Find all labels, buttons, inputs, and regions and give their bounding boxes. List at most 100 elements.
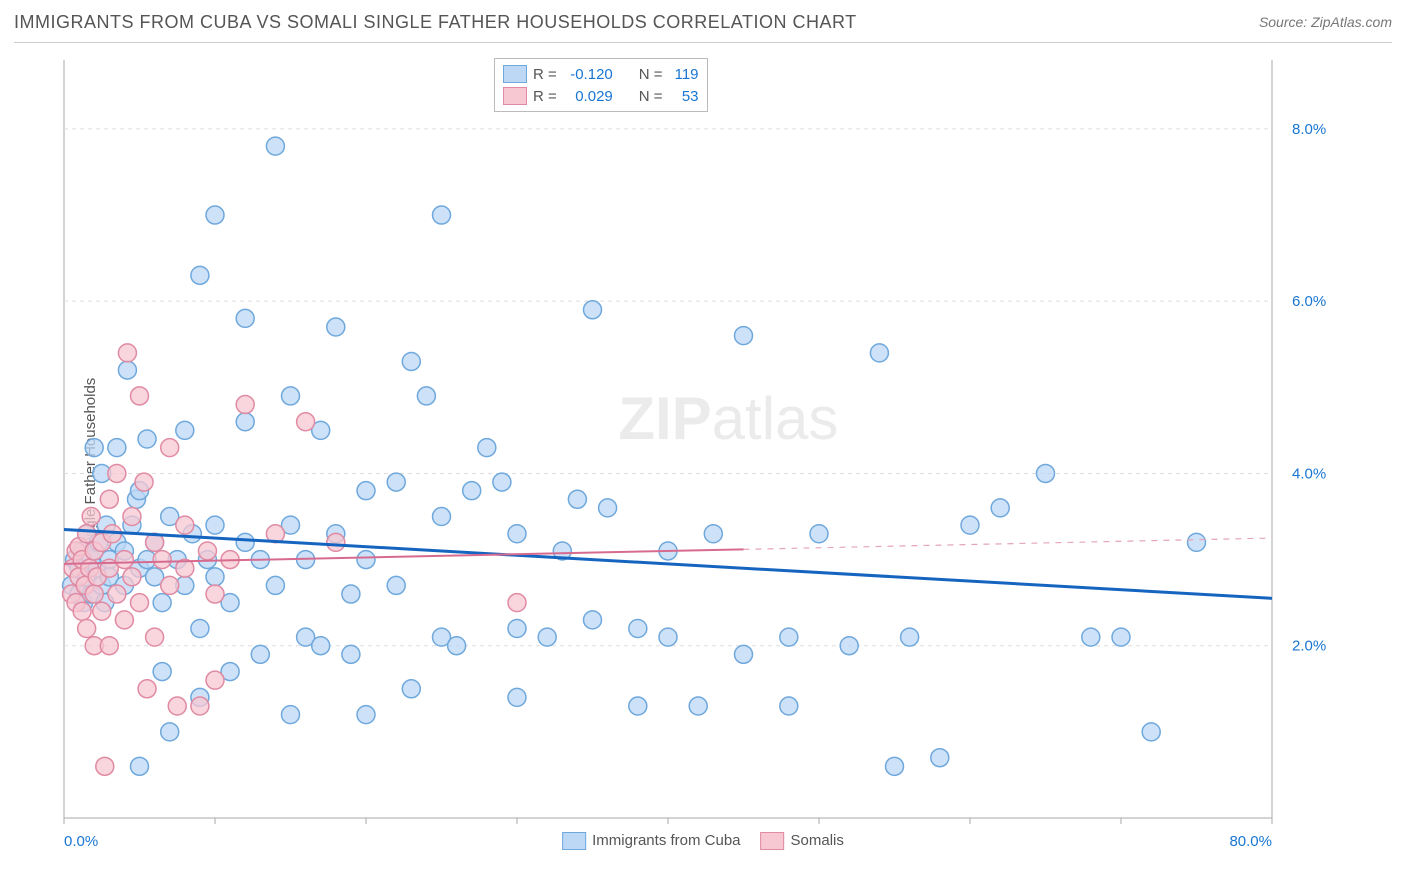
data-point [508, 620, 526, 638]
data-point [146, 628, 164, 646]
data-point [735, 327, 753, 345]
legend-swatch [503, 65, 527, 83]
data-point [357, 482, 375, 500]
data-point [206, 568, 224, 586]
data-point [115, 551, 133, 569]
data-point [1142, 723, 1160, 741]
data-point [433, 508, 451, 526]
data-point [387, 473, 405, 491]
data-point [131, 757, 149, 775]
data-point [93, 602, 111, 620]
data-point [191, 697, 209, 715]
x-tick-label: 80.0% [1229, 833, 1272, 850]
data-point [538, 628, 556, 646]
legend-item: Somalis [761, 832, 844, 850]
data-point [342, 645, 360, 663]
data-point [810, 525, 828, 543]
legend-series: Immigrants from Cuba Somalis [562, 832, 844, 850]
data-point [153, 551, 171, 569]
data-point [118, 344, 136, 362]
data-point [387, 576, 405, 594]
data-point [584, 301, 602, 319]
y-tick-label: 6.0% [1292, 293, 1326, 310]
y-tick-label: 4.0% [1292, 465, 1326, 482]
data-point [251, 645, 269, 663]
data-point [161, 439, 179, 457]
data-point [327, 318, 345, 336]
legend-swatch [562, 832, 586, 850]
data-point [135, 473, 153, 491]
data-point [886, 757, 904, 775]
data-point [780, 628, 798, 646]
x-tick-label: 0.0% [64, 833, 98, 850]
data-point [493, 473, 511, 491]
legend-series-name: Somalis [791, 832, 844, 849]
data-point [108, 439, 126, 457]
data-point [123, 568, 141, 586]
data-point [176, 516, 194, 534]
data-point [161, 723, 179, 741]
legend-r-value: 0.029 [563, 88, 613, 105]
data-point [1037, 464, 1055, 482]
data-point [131, 594, 149, 612]
data-point [1112, 628, 1130, 646]
data-point [1082, 628, 1100, 646]
data-point [118, 361, 136, 379]
data-point [357, 706, 375, 724]
data-point [206, 206, 224, 224]
data-point [282, 706, 300, 724]
data-point [659, 628, 677, 646]
data-point [342, 585, 360, 603]
legend-r-value: -0.120 [563, 66, 613, 83]
data-point [138, 430, 156, 448]
data-point [206, 671, 224, 689]
source-label: Source: ZipAtlas.com [1259, 14, 1392, 30]
data-point [191, 266, 209, 284]
data-point [689, 697, 707, 715]
data-point [108, 464, 126, 482]
data-point [85, 585, 103, 603]
regression-line [64, 529, 1272, 598]
legend-r-label: R = [533, 66, 557, 83]
legend-item: Immigrants from Cuba [562, 832, 740, 850]
chart-title: IMMIGRANTS FROM CUBA VS SOMALI SINGLE FA… [14, 12, 857, 32]
title-underline [14, 42, 1392, 43]
data-point [961, 516, 979, 534]
data-point [568, 490, 586, 508]
data-point [312, 637, 330, 655]
data-point [599, 499, 617, 517]
data-point [448, 637, 466, 655]
data-point [85, 439, 103, 457]
data-point [123, 508, 141, 526]
data-point [236, 413, 254, 431]
data-point [508, 688, 526, 706]
data-point [282, 387, 300, 405]
legend-series-name: Immigrants from Cuba [592, 832, 740, 849]
data-point [82, 508, 100, 526]
data-point [870, 344, 888, 362]
data-point [191, 620, 209, 638]
data-point [198, 542, 216, 560]
data-point [236, 309, 254, 327]
data-point [433, 206, 451, 224]
data-point [153, 663, 171, 681]
data-point [584, 611, 602, 629]
legend-swatch [761, 832, 785, 850]
data-point [402, 680, 420, 698]
data-point [402, 352, 420, 370]
data-point [100, 637, 118, 655]
data-point [735, 645, 753, 663]
data-point [931, 749, 949, 767]
y-tick-label: 2.0% [1292, 638, 1326, 655]
legend-swatch [503, 87, 527, 105]
data-point [131, 387, 149, 405]
data-point [206, 516, 224, 534]
legend-n-label: N = [639, 66, 663, 83]
data-point [266, 576, 284, 594]
legend-stats: R = -0.120N = 119R = 0.029N = 53 [494, 58, 708, 112]
data-point [508, 594, 526, 612]
source-prefix: Source: [1259, 14, 1311, 30]
y-tick-label: 8.0% [1292, 121, 1326, 138]
data-point [138, 680, 156, 698]
data-point [629, 620, 647, 638]
